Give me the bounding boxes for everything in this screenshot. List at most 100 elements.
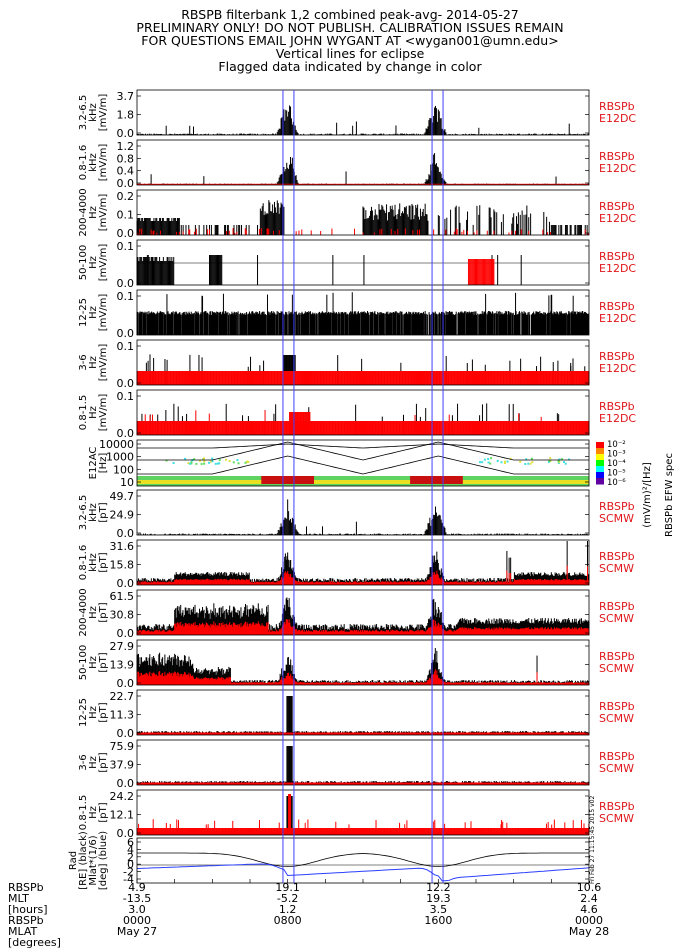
spectrogram-emission [530,457,533,460]
y-tick-label: 24.9 [110,509,135,522]
colorbar-segment [596,472,604,479]
y-tick-label: 0.0 [117,527,135,540]
source-label: E12DC [599,162,636,175]
spectrogram-emission [165,459,168,462]
spectrogram-emission [529,462,532,465]
y-tick-label: 0.1 [117,390,135,403]
plot-title-block: RBSPB filterbank 1,2 combined peak-avg- … [0,8,700,73]
spectrogram-emission [487,457,490,460]
spectrogram-emission [228,460,231,463]
y-axis-label: 3.2-6.5 [78,95,89,130]
y-tick-label: 1000 [106,451,134,464]
y-axis-label: Hz [88,306,99,319]
spectrogram-emission [195,462,198,465]
source-label: E12DC [599,262,636,275]
spectrogram-emission [218,459,221,462]
colorbar-segment [596,448,604,455]
y-axis-label: 200-4000 [78,188,89,236]
spectrogram-emission [211,457,214,460]
y-tick-label: 3.7 [117,90,135,103]
colorbar-tick: 10⁻⁵ [607,469,626,479]
panel-frame [136,89,590,136]
y-axis-label: [mV/m] [98,94,109,132]
y-axis-label: [mV/m] [98,244,109,282]
spectrogram-emission [563,461,566,464]
spectrogram-emission [548,460,551,463]
y-axis-label: kHz [88,503,99,522]
spectrogram-emission [190,461,193,464]
y-tick-label: 1.2 [117,140,135,153]
panel-frame [136,489,590,536]
y-tick-label: 0.0 [117,227,135,240]
title-line-1: RBSPB filterbank 1,2 combined peak-avg- … [181,7,519,22]
source-label: E12DC [599,412,636,425]
source-label: E12DC [599,312,636,325]
y-axis-label: Hz [88,256,99,269]
spectrogram-emission [568,458,571,461]
y-axis-label: [mV/m] [98,194,109,232]
source-label: E12DC [599,362,636,375]
y-axis-label: [pT] [98,502,109,522]
spectrogram-emission [200,462,203,465]
spectrogram-emission [203,460,206,463]
spectrogram-emission [211,460,214,463]
y-tick-label: 0.2 [117,190,135,203]
colorbar-segment [596,442,604,449]
panel-frame [136,389,590,436]
y-axis-label: kHz [88,153,99,172]
spectrogram-emission [496,460,499,463]
spectrogram-emission [214,462,217,465]
source-label: E12DC [599,112,636,125]
colorbar-label: (mV/m)²/[Hz] [642,462,653,528]
source-label: RBSPb [599,250,635,263]
y-tick-label: 0.8 [117,152,135,165]
spectrogram-emission [188,462,191,465]
y-axis-label: 0.8-1.6 [78,145,89,180]
y-axis-label: 50-100 [78,245,89,280]
y-tick-label: 0.0 [117,177,135,190]
spectrogram-emission [524,462,527,465]
y-axis-label: Hz [88,206,99,219]
y-axis-label: 0.8-1.5 [78,395,89,430]
y-tick-label: 1.8 [117,109,135,122]
y-tick-label: 0.0 [117,427,135,440]
y-axis-label: 3-6 [78,354,89,370]
source-label: E12DC [599,212,636,225]
panel-frame [136,189,590,236]
spectrogram-emission [187,462,190,465]
spectrogram-emission [193,458,196,461]
colorbar-segment [596,466,604,473]
y-tick-label: 0.0 [117,127,135,140]
y-tick-label: 0.1 [117,240,135,253]
panel-frame [136,139,590,186]
title-line-3: FOR QUESTIONS EMAIL JOHN WYGANT AT <wyga… [141,33,559,48]
spectrogram-emission [503,462,506,465]
colorbar-tick: 10⁻⁴ [607,459,626,469]
spectrogram-curve [137,441,589,461]
spectrogram-emission [225,458,228,461]
spectrogram-emission [564,462,567,465]
source-label: RBSPb [599,300,635,313]
spectrogram-hot-region [410,476,463,484]
panel-spec: 10⁻²10⁻³10⁻⁴10⁻⁵10⁻⁶ (mV/m)²/[Hz] RBSPb EF… [88,438,675,537]
spectrogram-emission [184,457,187,460]
colorbar-segment [596,454,604,461]
source-label: RBSPb [599,150,635,163]
colorbar-segment [596,460,604,467]
y-tick-label: 49.7 [110,490,135,503]
y-axis-label: [mV/m] [98,294,109,332]
spectrogram-emission [209,460,212,463]
spectrogram-emission [203,457,206,460]
panel-frame [136,289,590,336]
spectrogram-emission [247,461,250,464]
spectrogram-emission [218,462,221,465]
spectrogram-emission [503,460,506,463]
panel-frame [136,339,590,386]
